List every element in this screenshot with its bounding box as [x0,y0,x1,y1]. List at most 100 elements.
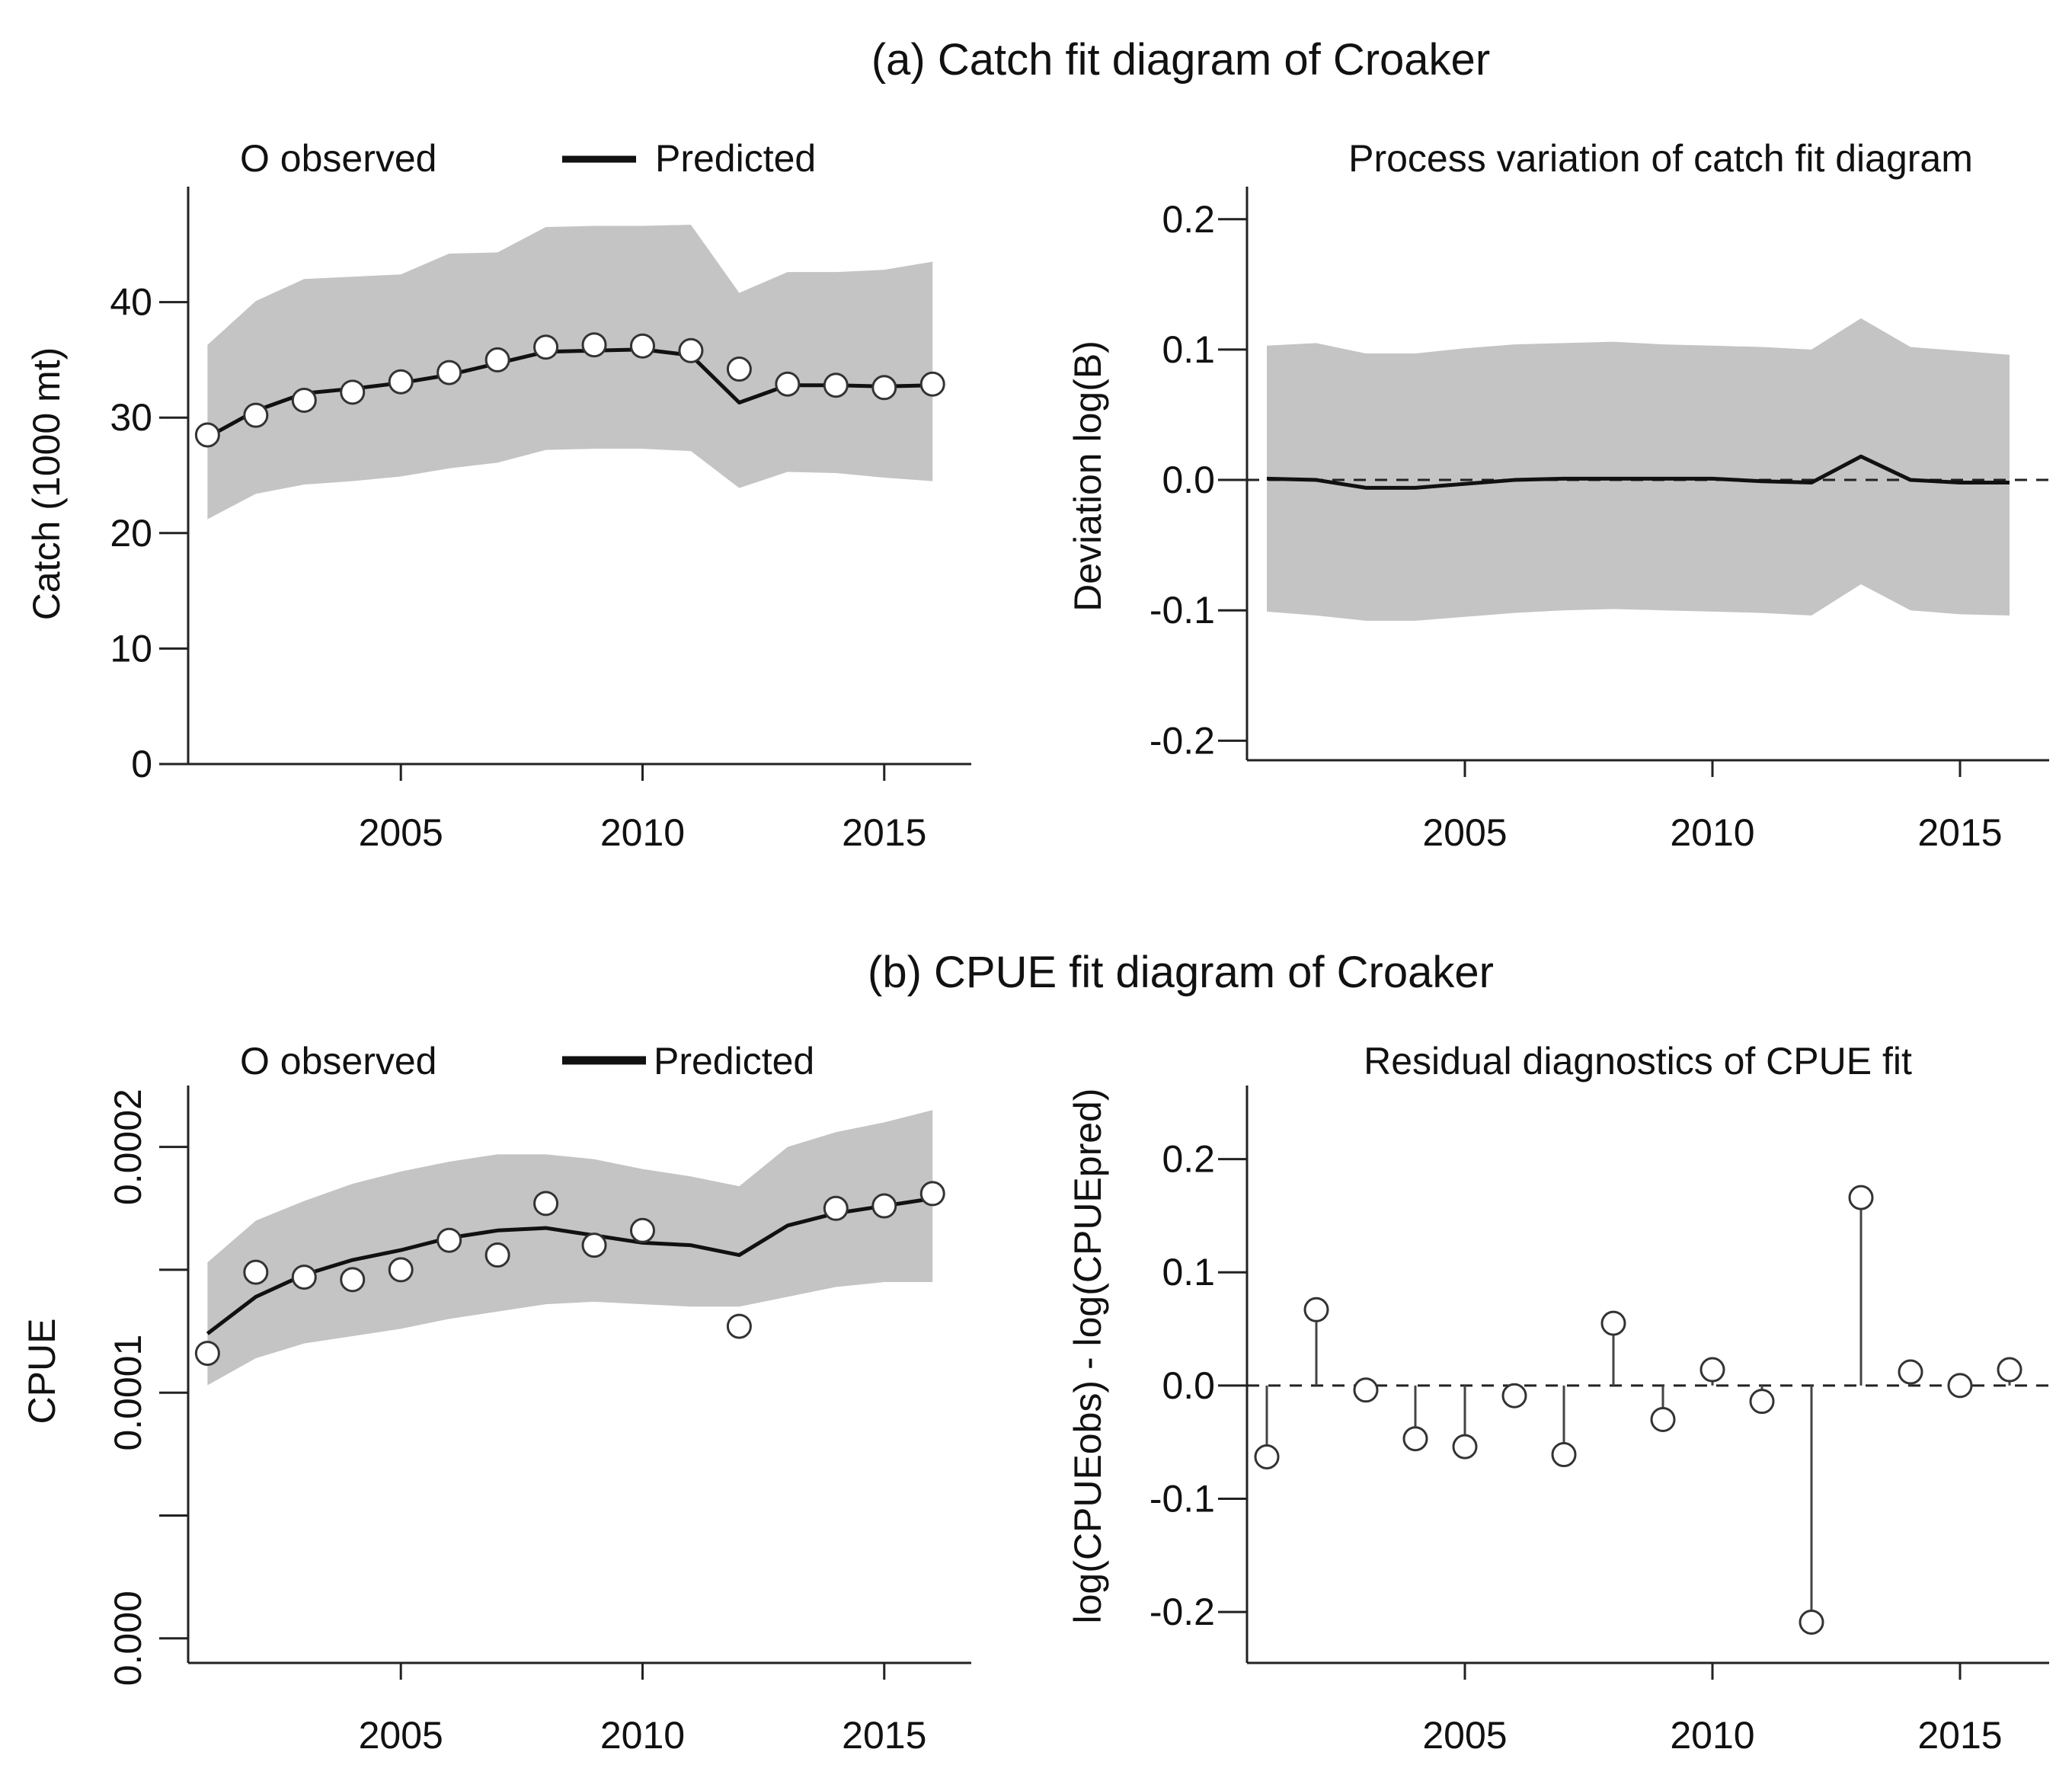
resid-residual-point [1699,1357,1725,1383]
catch-observed-point [436,360,462,385]
catch-y-tick-label: 40 [110,281,152,324]
resid-x-tick-label: 2015 [1917,1714,2002,1757]
resid-residual-point [1452,1434,1478,1460]
resid-x-tick-label: 2010 [1670,1714,1754,1757]
catch-observed-point [581,332,607,358]
process-y-tick-label: 0.1 [1162,328,1215,371]
cpue-x-tick-label: 2015 [842,1714,926,1757]
catch-legend-predicted-label: Predicted [655,137,816,180]
process-deviation-line [1266,454,2010,490]
resid-residual-point [1997,1357,2022,1383]
catch-observed-point [243,402,269,428]
catch-plot-area: 0 10 20 30 40 2005 2010 2015 [110,187,971,854]
resid-residual-point [1254,1444,1280,1469]
catch-observed-point [629,333,655,359]
catch-observed-point [340,379,366,405]
catch-observed-point [919,371,945,397]
resid-x-tick-label: 2005 [1422,1714,1507,1757]
catch-observed-point [484,347,510,373]
resid-residual-point [1501,1383,1527,1408]
catch-legend-observed-label: O observed [240,137,436,180]
cpue-y-tick-label: 0.000 [107,1591,149,1686]
resid-y-tick-label: -0.1 [1150,1477,1215,1520]
cpue-observed-point [340,1267,366,1293]
cpue-x-tick-label: 2010 [600,1714,685,1757]
resid-residual-point [1303,1297,1329,1322]
resid-residual-point [1947,1373,1973,1399]
section-a-title: (a) Catch fit diagram of Croaker [871,35,1490,85]
process-x-tick-label: 2010 [1670,811,1754,854]
process-plot-area: 0.2 0.1 0.0 -0.1 -0.2 2005 2010 2015 [1150,187,2049,854]
catch-observed-point [533,334,559,360]
catch-x-tick-label: 2005 [359,811,443,854]
catch-fit-panel: O observed Predicted Catch (1000 mt) 0 10… [25,137,971,854]
cpue-legend-predicted-label: Predicted [654,1040,814,1082]
cpue-predicted-line [206,1196,933,1335]
cpue-observed-point [388,1257,414,1283]
cpue-legend-observed-label: O observed [240,1040,436,1082]
resid-y-tick-label: 0.1 [1162,1251,1215,1293]
catch-x-tick-label: 2010 [600,811,685,854]
process-y-tick-label: 0.0 [1162,459,1215,501]
resid-residual-point [1402,1426,1428,1452]
resid-residual-point [1353,1377,1379,1403]
process-x-tick-label: 2005 [1422,811,1507,854]
cpue-observed-point [243,1259,269,1285]
cpue-observed-point [823,1195,849,1221]
resid-residual-point [1551,1442,1577,1468]
catch-y-tick-label: 0 [131,743,152,785]
catch-legend: O observed Predicted [240,137,816,180]
cpue-observed-point [533,1191,559,1217]
catch-x-tick-label: 2015 [842,811,926,854]
resid-residual-point [1898,1359,1923,1385]
cpue-observed-point [629,1217,655,1243]
catch-y-tick-label: 10 [110,627,152,670]
cpue-observed-point [919,1181,945,1207]
resid-residual-point [1650,1406,1676,1432]
catch-y-tick-label: 20 [110,512,152,555]
catch-observed-point [823,373,849,398]
process-panel-title: Process variation of catch fit diagram [1348,137,1973,180]
catch-y-tick-label: 30 [110,396,152,439]
residuals-panel-title: Residual diagnostics of CPUE fit [1364,1040,1912,1082]
residuals-y-axis-label: log(CPUEobs) - log(CPUEpred) [1066,1088,1109,1623]
cpue-observed-point [436,1227,462,1253]
process-y-tick-label: 0.2 [1162,198,1215,241]
residuals-panel: Residual diagnostics of CPUE fit log(CPU… [1066,1040,2049,1757]
cpue-confidence-band [207,1110,933,1386]
resid-residual-point [1848,1185,1874,1210]
resid-residual-point [1799,1609,1824,1635]
section-b-title: (b) CPUE fit diagram of Croaker [868,948,1494,997]
cpue-fit-panel: O observed Predicted CPUE 0.0000.00010.0… [21,1040,971,1757]
cpue-x-tick-label: 2005 [359,1714,443,1757]
cpue-y-tick-label: 0.0002 [107,1089,149,1205]
resid-y-tick-label: 0.0 [1162,1364,1215,1407]
process-x-tick-label: 2015 [1917,811,2002,854]
cpue-plot-area: 0.000 0.0001 0.0002 2005 2010 2015 [107,1086,971,1757]
catch-y-axis-label: Catch (1000 mt) [25,347,68,620]
catch-observed-point [388,369,414,395]
process-variation-panel: Process variation of catch fit diagram D… [1066,137,2049,854]
resid-residual-point [1600,1310,1626,1336]
catch-confidence-band [207,225,933,520]
cpue-observed-point [726,1313,752,1339]
process-confidence-band [1267,318,2010,621]
cpue-observed-point [871,1193,897,1219]
catch-observed-point [194,422,220,448]
cpue-observed-point [581,1233,607,1258]
catch-observed-point [678,337,704,363]
catch-predicted-line [206,347,933,440]
catch-observed-point [871,375,897,401]
cpue-observed-point [291,1265,317,1290]
cpue-y-axis-label: CPUE [21,1319,63,1424]
cpue-legend: O observed Predicted [240,1040,814,1082]
process-y-tick-label: -0.2 [1150,719,1215,762]
resid-residual-point [1749,1389,1775,1415]
process-y-tick-label: -0.1 [1150,589,1215,631]
cpue-observed-point [484,1242,510,1268]
cpue-y-tick-label: 0.0001 [107,1335,149,1451]
residuals-plot-area: 0.2 0.1 0.0 -0.1 -0.2 2005 2010 2015 [1150,1086,2049,1757]
resid-y-tick-label: -0.2 [1150,1591,1215,1633]
